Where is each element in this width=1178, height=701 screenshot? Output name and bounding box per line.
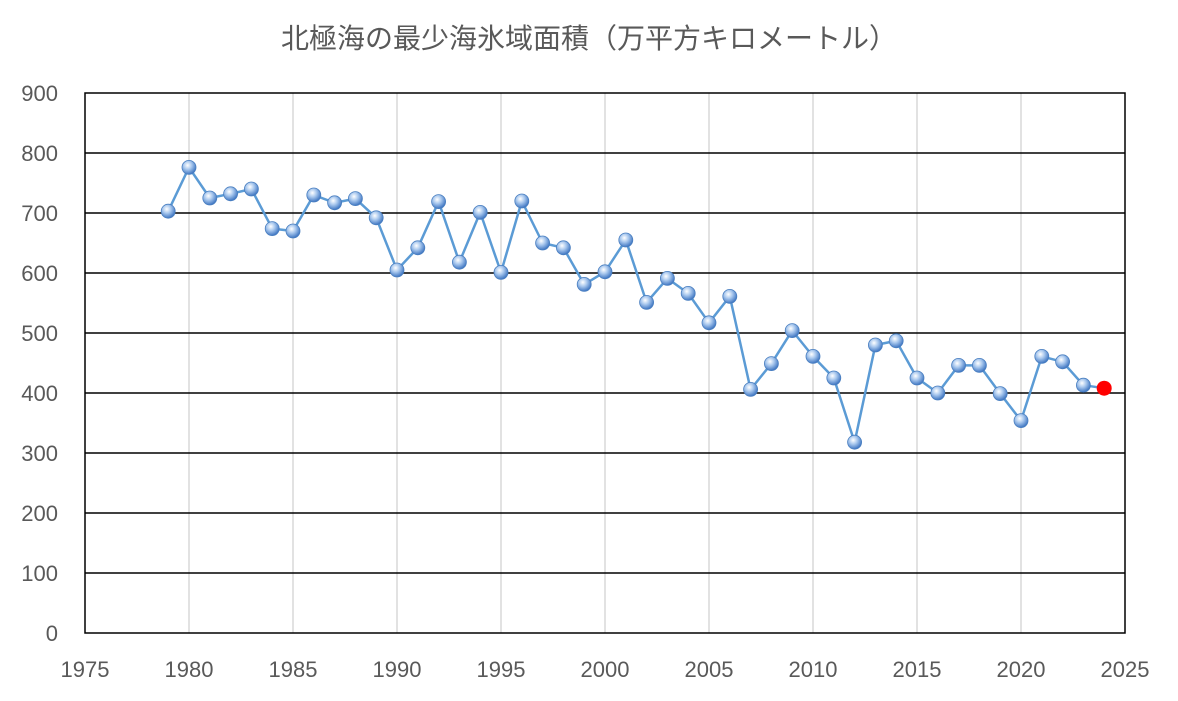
- data-point: [784, 323, 800, 339]
- data-point: [556, 240, 571, 256]
- x-tick-label: 1990: [373, 657, 422, 682]
- data-point: [1055, 354, 1070, 370]
- x-tick-label: 2025: [1101, 657, 1150, 682]
- data-point: [264, 221, 280, 237]
- y-tick-label: 800: [21, 141, 58, 166]
- data-point: [701, 315, 717, 331]
- x-tick-label: 1980: [165, 657, 214, 682]
- data-point: [243, 181, 259, 197]
- data-point: [618, 232, 634, 248]
- x-tick-label: 1995: [477, 657, 526, 682]
- series-line-1: [167, 166, 1085, 444]
- data-point: [451, 254, 467, 270]
- data-point: [160, 203, 176, 219]
- y-tick-label: 200: [21, 501, 58, 526]
- data-point: [868, 337, 883, 353]
- data-point: [764, 356, 779, 372]
- data-point: [909, 370, 925, 386]
- x-tick-label: 2015: [893, 657, 942, 682]
- data-point: [847, 434, 862, 450]
- data-point-highlight: [1096, 380, 1112, 396]
- y-tick-label: 500: [21, 321, 58, 346]
- data-point: [306, 187, 322, 203]
- grid-layer: [85, 93, 1125, 633]
- data-point: [1034, 348, 1050, 364]
- chart-title: 北極海の最少海氷域面積（万平方キロメートル）: [281, 22, 897, 55]
- data-point: [389, 262, 405, 278]
- y-tick-label: 700: [21, 201, 58, 226]
- y-tick-label: 300: [21, 441, 58, 466]
- y-tick-label: 900: [21, 81, 58, 106]
- y-tick-label: 0: [46, 621, 58, 646]
- data-point: [992, 386, 1008, 402]
- data-point: [576, 276, 592, 292]
- x-tick-label: 2010: [789, 657, 838, 682]
- data-point: [1013, 413, 1029, 429]
- data-point: [223, 186, 239, 202]
- data-point: [639, 294, 654, 310]
- data-point: [888, 333, 904, 349]
- data-point: [347, 191, 363, 207]
- plot-frame: [84, 92, 1126, 634]
- data-point: [285, 223, 301, 239]
- y-tick-label: 100: [21, 561, 58, 586]
- data-point: [368, 210, 384, 226]
- data-point: [202, 190, 218, 206]
- data-point: [472, 204, 488, 220]
- data-point: [431, 194, 447, 210]
- y-tick-label: 600: [21, 261, 58, 286]
- x-tick-label: 2000: [581, 657, 630, 682]
- data-point: [535, 235, 550, 251]
- x-tick-label: 2020: [997, 657, 1046, 682]
- data-point: [660, 270, 675, 286]
- x-tick-label: 1985: [269, 657, 318, 682]
- x-tick-label: 2005: [685, 657, 734, 682]
- data-point: [930, 385, 946, 401]
- data-point: [327, 195, 343, 211]
- data-point: [597, 264, 613, 280]
- data-point: [972, 357, 987, 373]
- x-tick-label: 1975: [61, 657, 110, 682]
- data-point: [805, 348, 821, 364]
- data-point: [951, 357, 966, 373]
- data-point: [181, 159, 197, 175]
- marker-layer: [160, 159, 1112, 450]
- data-point: [493, 264, 509, 280]
- data-point: [1076, 377, 1091, 393]
- data-point: [826, 370, 842, 386]
- data-point: [722, 288, 738, 304]
- data-point: [410, 240, 426, 256]
- y-tick-label: 400: [21, 381, 58, 406]
- data-point: [514, 193, 530, 209]
- axis-layer: 0 100 200 300 400 500 600 700 800 900 1975 1980 1985…: [21, 81, 1149, 682]
- data-point: [680, 285, 696, 301]
- series-layer: [167, 166, 1105, 444]
- data-point: [743, 381, 758, 397]
